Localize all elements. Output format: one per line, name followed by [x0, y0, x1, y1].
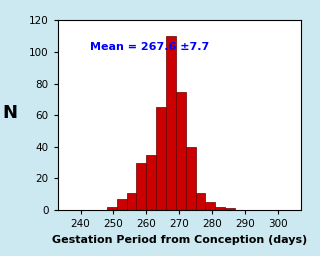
Bar — [146, 155, 156, 210]
Bar — [176, 91, 186, 210]
Bar — [136, 163, 146, 210]
Bar — [127, 193, 136, 210]
Bar — [196, 193, 205, 210]
Bar — [107, 207, 117, 210]
Text: Mean = 267.6 ±7.7: Mean = 267.6 ±7.7 — [91, 42, 210, 52]
Bar — [156, 107, 166, 210]
Bar — [166, 36, 176, 210]
Bar — [215, 207, 225, 210]
Bar — [225, 208, 235, 210]
Bar — [205, 202, 215, 210]
X-axis label: Gestation Period from Conception (days): Gestation Period from Conception (days) — [52, 234, 307, 244]
Bar — [186, 147, 196, 210]
Bar — [117, 199, 127, 210]
Text: N: N — [2, 104, 17, 122]
